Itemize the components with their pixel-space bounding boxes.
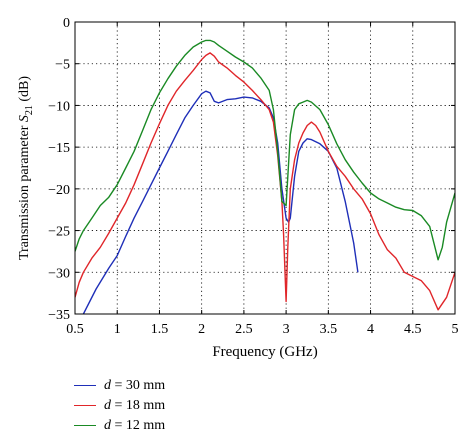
legend-text-d18: = 18 mm: [111, 398, 166, 413]
y-tick-label: −15: [48, 141, 70, 156]
y-axis-label-symbol: S: [17, 115, 32, 122]
y-axis-label: Transmission parameter S21 (dB): [17, 76, 35, 260]
x-tick-label: 0.5: [66, 322, 84, 337]
y-tick-label: −5: [55, 58, 70, 73]
axis-ticks: [74, 21, 456, 315]
y-tick-label: −10: [48, 99, 70, 114]
legend-swatch-d30: [74, 385, 96, 386]
y-axis-label-subscript: 21: [24, 105, 35, 115]
y-tick-label: −25: [48, 225, 70, 240]
y-axis-tick-labels: 0 −5 −10 −15 −20 −25 −30 −35: [48, 16, 70, 323]
legend-swatch-d18: [74, 405, 96, 406]
legend-var-d30: d: [104, 378, 111, 393]
x-tick-label: 1: [114, 322, 121, 337]
x-tick-label: 5: [452, 322, 459, 337]
x-tick-label: 4: [367, 322, 374, 337]
legend-text-d30: = 30 mm: [111, 378, 166, 393]
legend-entry-d12: d = 12 mm: [74, 416, 274, 436]
legend-var-d12: d: [104, 418, 111, 433]
x-tick-label: 1.5: [151, 322, 169, 337]
series-lines: [75, 39, 455, 314]
legend-label-d18: d = 18 mm: [104, 396, 165, 416]
legend-label-d30: d = 30 mm: [104, 376, 165, 396]
y-axis-label-unit: (dB): [17, 76, 32, 102]
y-axis-label-text: Transmission parameter: [17, 125, 32, 260]
plot-frame: [74, 21, 456, 315]
x-tick-label: 2.5: [235, 322, 253, 337]
y-tick-label: −20: [48, 183, 70, 198]
legend-entry-d30: d = 30 mm: [74, 376, 274, 396]
x-tick-label: 2: [198, 322, 205, 337]
legend-text-d12: = 12 mm: [111, 418, 166, 433]
series-line-2: [75, 52, 455, 311]
x-tick-label: 4.5: [404, 322, 422, 337]
legend-entry-d18: d = 18 mm: [74, 396, 274, 416]
y-tick-label: −30: [48, 266, 70, 281]
x-axis-tick-labels: 0.5 1 1.5 2 2.5 3 3.5 4 4.5 5: [66, 322, 458, 337]
grid-lines: [75, 22, 455, 314]
legend-label-d12: d = 12 mm: [104, 416, 165, 436]
legend-var-d18: d: [104, 398, 111, 413]
legend-swatch-d12: [74, 425, 96, 426]
series-line-3: [75, 39, 455, 261]
x-axis-label: Frequency (GHz): [212, 344, 317, 360]
x-tick-label: 3: [283, 322, 290, 337]
x-tick-label: 3.5: [320, 322, 338, 337]
y-tick-label: −35: [48, 308, 70, 323]
legend: d = 30 mm d = 18 mm d = 12 mm: [74, 376, 274, 436]
y-tick-label: 0: [63, 16, 70, 31]
series-line-1: [82, 90, 359, 314]
